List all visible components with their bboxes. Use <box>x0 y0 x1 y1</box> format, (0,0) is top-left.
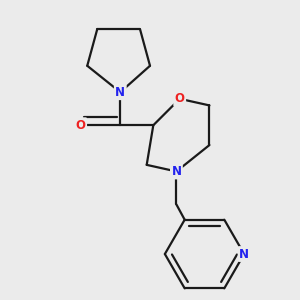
Text: O: O <box>175 92 185 105</box>
Text: N: N <box>115 86 125 99</box>
Text: O: O <box>76 119 85 132</box>
Text: N: N <box>239 248 249 260</box>
Text: N: N <box>171 165 182 178</box>
